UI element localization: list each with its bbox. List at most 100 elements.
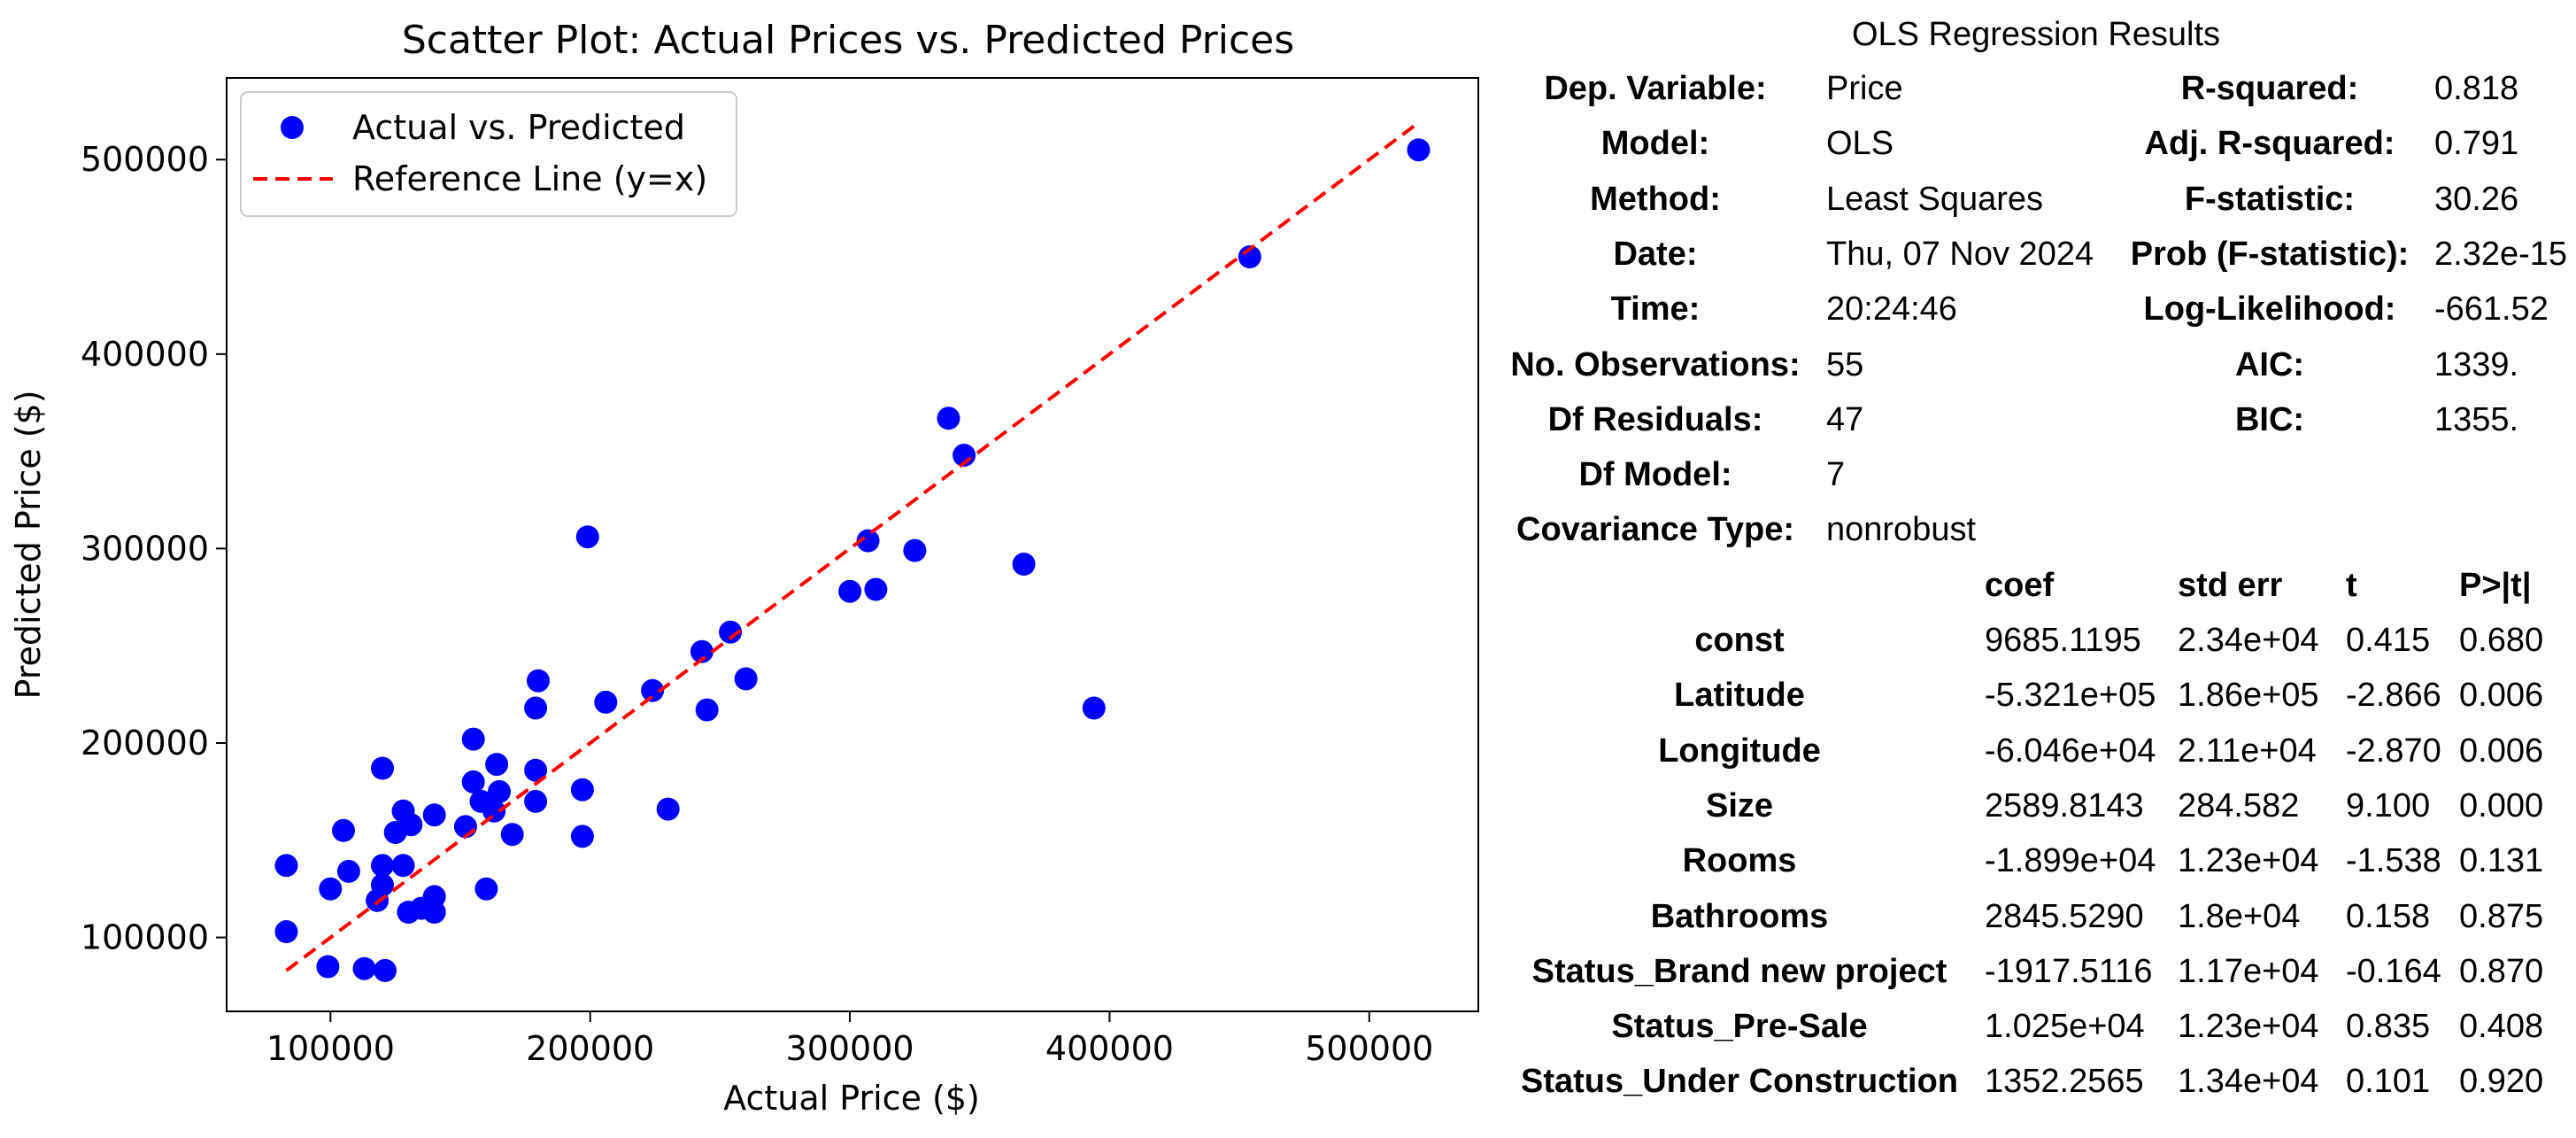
data-point: [719, 620, 743, 644]
param-coef: -5.321e+05: [1985, 677, 2156, 715]
header-coef: coef: [1985, 566, 2055, 604]
summary-label: Time:: [1610, 290, 1701, 329]
param-name: Size: [1705, 786, 1774, 824]
param-coef: 1352.2565: [1985, 1063, 2144, 1101]
summary-row: Covariance Type: nonrobust: [1496, 503, 2576, 556]
param-p: 0.006: [2459, 732, 2544, 770]
summary-value: 47: [1826, 400, 1864, 438]
param-t: 0.158: [2346, 897, 2431, 935]
param-row: Status_Brand new project -1917.5116 1.17e+…: [1496, 945, 2576, 998]
data-point: [1407, 138, 1431, 162]
summary-value: 55: [1826, 345, 1864, 383]
data-point: [695, 698, 719, 722]
legend-marker-points: [281, 116, 304, 139]
summary-value: 2.32e-15: [2434, 235, 2568, 273]
data-point: [374, 958, 397, 982]
param-p: 0.680: [2459, 622, 2544, 659]
param-t: -1.538: [2346, 842, 2441, 880]
data-point: [422, 901, 446, 924]
data-point: [461, 770, 485, 794]
y-tick-label: 300000: [81, 529, 209, 568]
summary-value: 7: [1826, 456, 1846, 494]
summary-value: 30.26: [2434, 180, 2519, 218]
data-point: [474, 877, 498, 901]
param-name: Status_Pre-Sale: [1611, 1008, 1868, 1046]
data-point: [524, 789, 548, 813]
legend-label-line: Reference Line (y=x): [352, 159, 707, 198]
param-t: -2.866: [2346, 677, 2441, 715]
param-std-err: 284.582: [2178, 786, 2300, 824]
summary-row: Model: OLS Adj. R-squared: 0.791: [1496, 117, 2576, 170]
param-name: Status_Brand new project: [1531, 952, 1947, 990]
param-row: const 9685.1195 2.34e+04 0.415 0.680: [1496, 614, 2576, 667]
data-point: [485, 753, 509, 777]
param-name: Longitude: [1658, 732, 1821, 770]
param-coef: 9685.1195: [1985, 622, 2141, 659]
param-p: 0.920: [2459, 1063, 2544, 1101]
data-point: [1238, 245, 1261, 268]
summary-value: 1339.: [2434, 345, 2519, 383]
param-p: 0.875: [2459, 897, 2544, 935]
data-point: [274, 920, 298, 943]
summary-label: Model:: [1600, 125, 1710, 163]
summary-value: 20:24:46: [1826, 290, 1957, 329]
ols-results-table: OLS Regression Results Dep. Variable: Pri…: [1496, 0, 2576, 1138]
x-tick-label: 100000: [266, 1029, 395, 1068]
y-tick-label: 400000: [81, 335, 209, 374]
legend: Actual vs. Predicted Reference Line (y=x…: [240, 91, 737, 217]
param-p: 0.131: [2459, 842, 2544, 880]
header-std-err: std err: [2178, 566, 2283, 604]
x-tick-label: 400000: [1045, 1029, 1174, 1068]
param-header-row: coef std err t P>|t|: [1496, 559, 2576, 612]
data-point: [690, 639, 713, 663]
param-std-err: 1.8e+04: [2178, 897, 2301, 935]
summary-label: No. Observations:: [1510, 345, 1801, 383]
param-t: 9.100: [2346, 786, 2431, 824]
data-point: [524, 758, 548, 782]
summary-row: Time: 20:24:46 Log-Likelihood: -661.52: [1496, 283, 2576, 336]
param-row: Size 2589.8143 284.582 9.100 0.000: [1496, 779, 2576, 832]
param-coef: -6.046e+04: [1985, 732, 2156, 770]
summary-label: Covariance Type:: [1516, 511, 1794, 549]
param-std-err: 1.17e+04: [2178, 952, 2319, 990]
param-t: 0.415: [2346, 622, 2431, 659]
data-point: [332, 818, 355, 842]
data-point: [399, 813, 423, 837]
data-point: [500, 823, 524, 847]
header-p: P>|t|: [2459, 566, 2532, 604]
data-point: [371, 854, 394, 878]
param-coef: -1917.5116: [1985, 952, 2153, 990]
param-coef: -1.899e+04: [1985, 842, 2156, 880]
param-name: Status_Under Construction: [1520, 1063, 1959, 1101]
data-point: [570, 824, 594, 848]
y-tick-label: 100000: [81, 918, 209, 957]
param-t: -2.870: [2346, 732, 2441, 770]
data-point: [903, 538, 927, 562]
summary-value: OLS: [1826, 125, 1894, 163]
chart-title: Scatter Plot: Actual Prices vs. Predicte…: [402, 18, 1294, 63]
param-row: Status_Pre-Sale 1.025e+04 1.23e+04 0.835 0.4…: [1496, 1000, 2576, 1053]
summary-row: Date: Thu, 07 Nov 2024 Prob (F-statistic):…: [1496, 228, 2576, 281]
param-std-err: 1.34e+04: [2178, 1063, 2319, 1101]
data-point: [953, 444, 976, 467]
data-point: [575, 525, 599, 549]
data-point: [316, 955, 340, 979]
x-axis-label: Actual Price ($): [723, 1079, 980, 1118]
summary-row: Df Model: 7: [1496, 448, 2576, 501]
summary-value: nonrobust: [1826, 511, 1977, 549]
param-name: Latitude: [1674, 677, 1805, 715]
summary-label: Df Model:: [1578, 456, 1732, 494]
data-point: [336, 859, 360, 883]
data-point: [422, 803, 446, 827]
summary-value: 0.818: [2434, 70, 2519, 107]
summary-value: Price: [1826, 70, 1903, 107]
data-point: [482, 799, 506, 823]
param-row: Latitude -5.321e+05 1.86e+05 -2.866 0.006: [1496, 669, 2576, 722]
summary-value: 1355.: [2434, 400, 2519, 438]
summary-value: 0.791: [2434, 125, 2519, 163]
summary-label: Df Residuals:: [1547, 400, 1763, 438]
summary-row: Dep. Variable: Price R-squared: 0.818: [1496, 62, 2576, 115]
summary-label: BIC:: [2234, 400, 2305, 438]
param-t: -0.164: [2346, 952, 2441, 990]
param-coef: 1.025e+04: [1985, 1008, 2145, 1046]
